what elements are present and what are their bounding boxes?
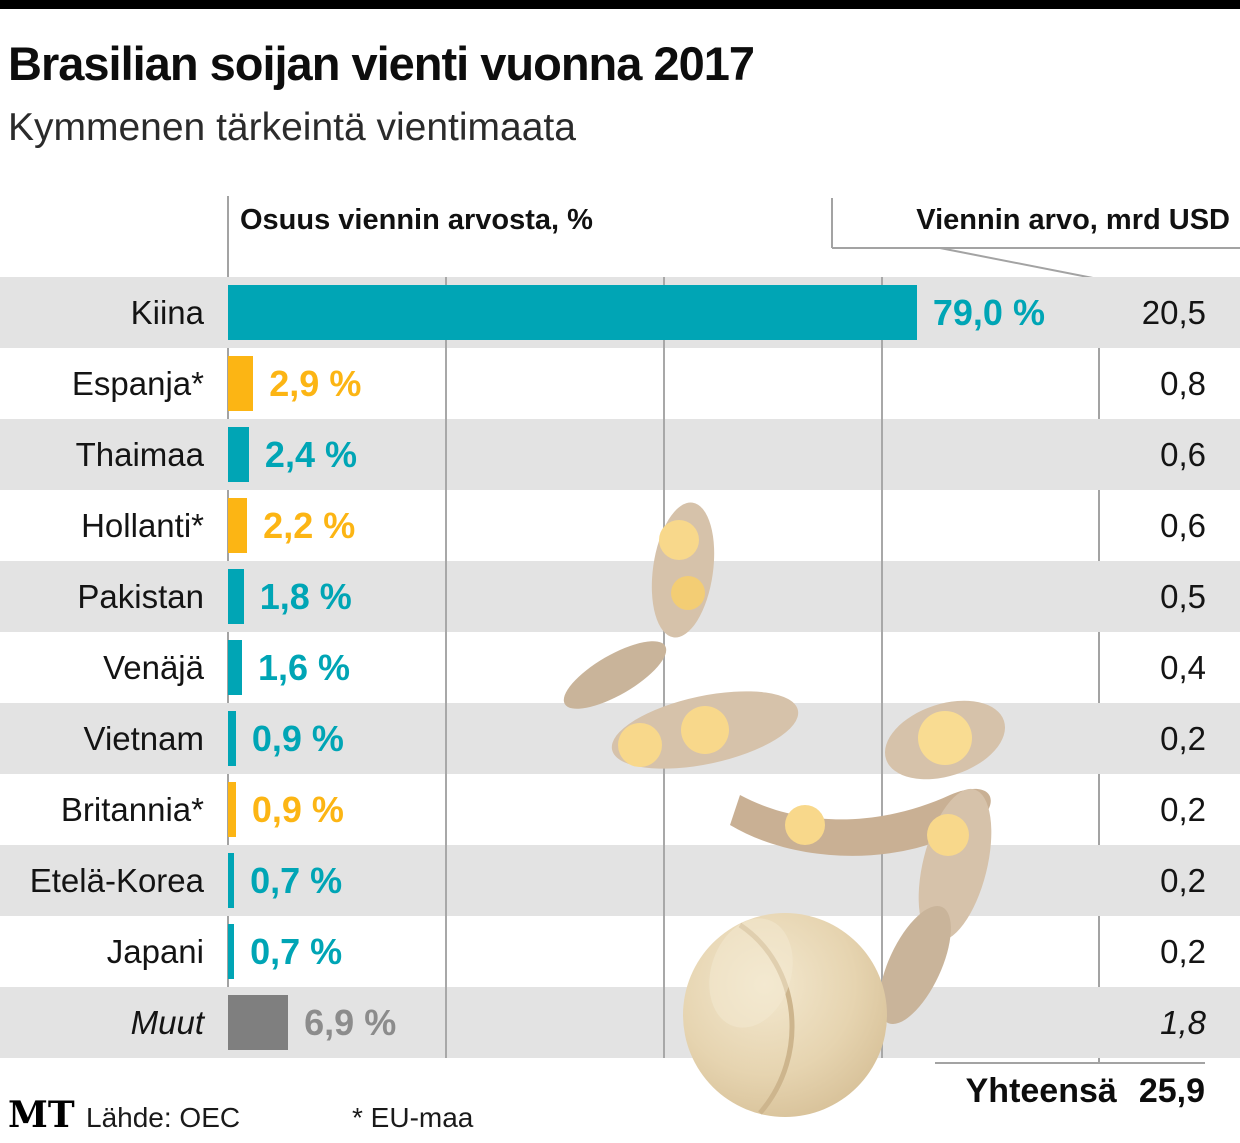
chart-row: Vietnam 0,9 % 0,2 <box>0 703 1240 774</box>
bar <box>228 356 254 411</box>
bar-track: 0,7 % <box>228 916 1100 987</box>
chart-row: Etelä-Korea 0,7 % 0,2 <box>0 845 1240 916</box>
bar <box>228 924 235 979</box>
chart-row: Thaimaa 2,4 % 0,6 <box>0 419 1240 490</box>
right-column-header: Viennin arvo, mrd USD <box>916 204 1230 236</box>
row-stripe <box>0 419 1240 490</box>
share-label: 0,9 % <box>251 718 344 759</box>
bar-track: 0,9 % <box>228 774 1100 845</box>
share-label: 0,7 % <box>250 860 343 901</box>
bar <box>228 995 289 1050</box>
country-label: Thaimaa <box>75 436 204 473</box>
country-label: Venäjä <box>103 649 204 686</box>
share-label: 1,8 % <box>259 576 352 617</box>
value-label: 0,5 <box>1160 578 1206 615</box>
share-label: 6,9 % <box>304 1002 397 1043</box>
bar-track: 1,6 % <box>228 632 1100 703</box>
row-stripe <box>0 561 1240 632</box>
bar <box>228 427 249 482</box>
country-label: Muut <box>130 1004 204 1041</box>
country-label: Britannia* <box>60 791 204 828</box>
eu-note: * EU-maa <box>352 1102 474 1133</box>
row-stripes <box>0 277 1240 1058</box>
value-label: 0,2 <box>1160 791 1206 828</box>
total-value: 25,9 <box>1138 1072 1205 1110</box>
value-label: 0,2 <box>1160 720 1206 757</box>
bar <box>228 285 917 340</box>
chart-row: Japani 0,7 % 0,2 <box>0 916 1240 987</box>
share-label: 2,4 % <box>264 434 357 475</box>
country-label: Espanja* <box>71 365 204 402</box>
chart-row: Venäjä 1,6 % 0,4 <box>0 632 1240 703</box>
bar-track: 1,8 % <box>228 561 1100 632</box>
bar <box>228 782 236 837</box>
total-label: Yhteensä <box>965 1072 1117 1110</box>
total-divider-line <box>935 1062 1205 1064</box>
left-column-header: Osuus viennin arvosta, % <box>240 204 593 236</box>
share-label: 0,9 % <box>251 789 344 830</box>
share-label: 2,2 % <box>263 505 356 546</box>
chart-row: Espanja* 2,9 % 0,8 <box>0 348 1240 419</box>
bar <box>228 711 236 766</box>
bar-track: 0,7 % <box>228 845 1100 916</box>
country-label: Pakistan <box>77 578 204 615</box>
source-text: Lähde: OEC <box>86 1102 241 1133</box>
value-label: 0,6 <box>1160 436 1206 473</box>
bar-track: 2,9 % <box>228 348 1100 419</box>
total-row: Yhteensä 25,9 <box>944 1072 1205 1111</box>
chart-row: Hollanti* 2,2 % 0,6 <box>0 490 1240 561</box>
country-label: Japani <box>106 933 204 970</box>
row-stripe <box>0 987 1240 1058</box>
row-stripe <box>0 845 1240 916</box>
share-label: 0,7 % <box>250 931 343 972</box>
chart-row: Britannia* 0,9 % 0,2 <box>0 774 1240 845</box>
country-label: Hollanti* <box>81 507 204 544</box>
share-label: 2,9 % <box>269 363 362 404</box>
page-subtitle: Kymmenen tärkeintä vientimaata <box>8 106 576 149</box>
header-callout-lines <box>831 198 1240 280</box>
value-label: 0,2 <box>1160 933 1206 970</box>
share-label: 79,0 % <box>932 292 1045 333</box>
bar-track: 0,9 % <box>228 703 1100 774</box>
share-label: 1,6 % <box>257 647 350 688</box>
bar <box>228 498 248 553</box>
page-title: Brasilian soijan vienti vuonna 2017 <box>8 37 755 90</box>
value-label: 1,8 <box>1160 1004 1206 1041</box>
bar <box>228 569 244 624</box>
value-label: 0,6 <box>1160 507 1206 544</box>
country-label: Vietnam <box>83 720 204 757</box>
top-black-bar <box>0 0 1240 9</box>
value-label: 0,4 <box>1160 649 1206 686</box>
chart-row: Pakistan 1,8 % 0,5 <box>0 561 1240 632</box>
gridline <box>881 277 883 1058</box>
bar-track: 2,4 % <box>228 419 1100 490</box>
bar <box>228 640 242 695</box>
bar-track: 2,2 % <box>228 490 1100 561</box>
chart-row: Muut 6,9 % 1,8 <box>0 987 1240 1058</box>
gridline <box>445 277 447 1058</box>
mt-logo: MT <box>8 1094 75 1136</box>
country-label: Etelä-Korea <box>29 862 204 899</box>
chart-rows: Kiina 79,0 % 20,5 Espanja* 2,9 % 0,8 Thaimaa 2,… <box>0 277 1240 1058</box>
country-label: Kiina <box>130 294 204 331</box>
value-label: 0,8 <box>1160 365 1206 402</box>
bar-track: 79,0 % <box>228 277 1100 348</box>
chart-row: Kiina 79,0 % 20,5 <box>0 277 1240 348</box>
value-label: 0,2 <box>1160 862 1206 899</box>
bar-chart: Kiina 79,0 % 20,5 Espanja* 2,9 % 0,8 Thaimaa 2,… <box>0 277 1240 1058</box>
value-column-divider <box>1098 277 1100 1062</box>
bar-track: 6,9 % <box>228 987 1100 1058</box>
value-label: 20,5 <box>1141 294 1206 331</box>
bar <box>228 853 235 908</box>
